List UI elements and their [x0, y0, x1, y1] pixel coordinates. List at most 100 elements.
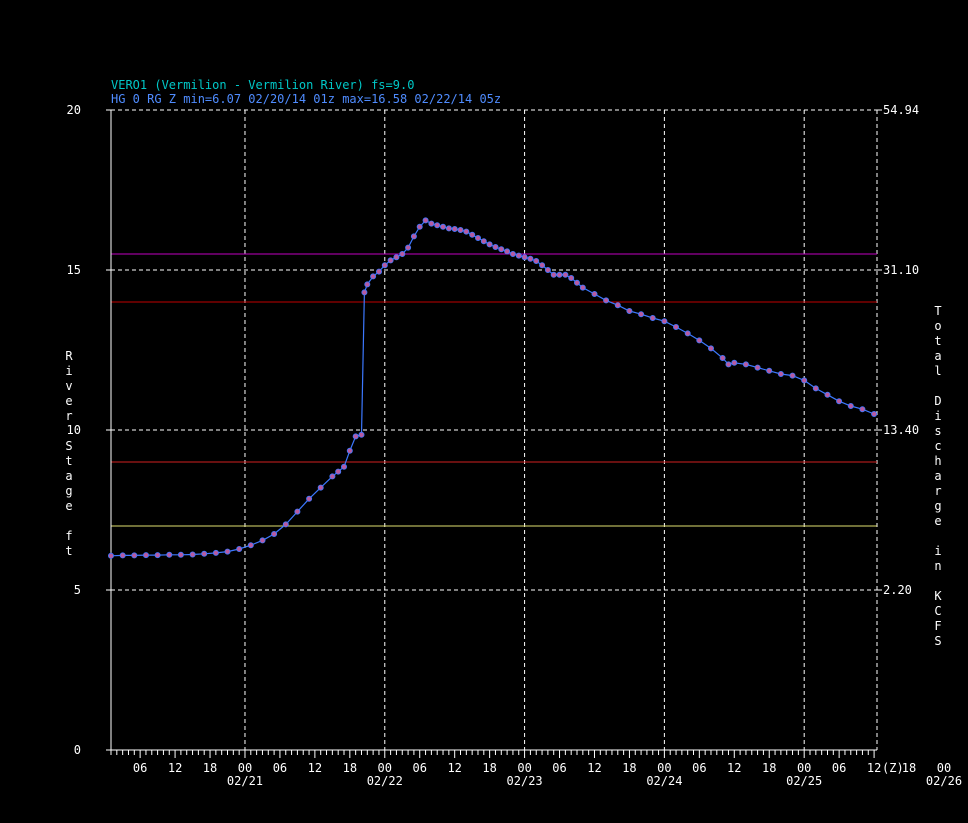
data-point: [812, 385, 819, 392]
data-point: [742, 361, 749, 368]
axis-label-char: [64, 514, 74, 529]
axis-label-char: K: [934, 589, 942, 603]
y2-tick-label: 31.10: [883, 263, 919, 277]
axes: 0 5 10 15 20 2.20 13.40 31.10 54.94 06 12 18 00 06 12 1…: [67, 103, 963, 788]
y-tick-label: 0: [74, 743, 81, 757]
data-point: [574, 279, 581, 286]
data-point: [486, 241, 493, 248]
axis-label-char: [933, 379, 943, 394]
x-hour-label: 18: [203, 761, 217, 775]
data-point: [515, 252, 522, 259]
data-point: [509, 250, 516, 257]
x-date-label: 02/23: [507, 774, 543, 788]
data-point: [725, 361, 732, 368]
data-point: [189, 551, 196, 558]
data-point: [521, 254, 528, 261]
data-point: [329, 473, 336, 480]
x-hour-label: 12: [587, 761, 601, 775]
axis-label-char: a: [65, 469, 73, 483]
data-point: [387, 257, 394, 264]
x-hour-label: 12: [168, 761, 182, 775]
axis-label-char: g: [65, 484, 73, 498]
data-point: [504, 248, 511, 255]
x-date-label: 02/24: [646, 774, 682, 788]
x-hour-label: 12: [867, 761, 881, 775]
data-point: [375, 268, 382, 275]
data-point: [777, 370, 784, 377]
x-date-label: 02/25: [786, 774, 822, 788]
axis-label-char: l: [934, 364, 942, 378]
data-point: [364, 281, 371, 288]
data-point: [527, 255, 534, 262]
y-tick-label: 5: [74, 583, 81, 597]
x-hour-label: 00: [238, 761, 252, 775]
data-point: [399, 250, 406, 257]
data-point: [562, 271, 569, 278]
grid: [111, 109, 878, 750]
data-point: [428, 220, 435, 227]
data-point: [294, 508, 301, 515]
x-date-label: 02/22: [367, 774, 403, 788]
data-point: [201, 550, 208, 557]
data-point: [801, 377, 808, 384]
axis-label-char: c: [934, 439, 942, 453]
data-point: [579, 284, 586, 291]
data-point: [696, 337, 703, 344]
data-point: [154, 552, 161, 559]
x-date-label: 02/26: [926, 774, 962, 788]
data-point: [224, 548, 231, 555]
data-point: [480, 238, 487, 245]
data-point: [166, 551, 173, 558]
data-point: [719, 354, 726, 361]
data-point: [474, 234, 481, 241]
data-point: [108, 552, 115, 559]
axis-label-char: e: [65, 394, 73, 408]
data-point: [405, 244, 412, 251]
data-point: [568, 274, 575, 281]
x-hour-label: 12: [447, 761, 461, 775]
data-point: [282, 521, 289, 528]
data-point: [370, 273, 377, 280]
data-point: [439, 223, 446, 230]
data-point: [236, 546, 243, 553]
data-point: [131, 552, 138, 559]
data-point: [393, 254, 400, 261]
flood-thresholds: [111, 253, 877, 527]
data-point: [789, 372, 796, 379]
x-hour-label: 18: [482, 761, 496, 775]
data-point: [492, 243, 499, 250]
data-point: [550, 271, 557, 278]
x-hour-label: 12: [727, 761, 741, 775]
data-point: [638, 311, 645, 318]
axis-label-char: i: [934, 544, 942, 558]
data-point: [259, 537, 266, 544]
y2-tick-label: 13.40: [883, 423, 919, 437]
data-point: [445, 225, 452, 232]
y2-tick-label: 54.94: [883, 103, 919, 117]
data-point: [847, 402, 854, 409]
data-point: [142, 552, 149, 559]
x-hour-label: 06: [832, 761, 846, 775]
axis-label-char: s: [934, 424, 942, 438]
axis-label-char: F: [934, 619, 942, 633]
data-point: [358, 431, 365, 438]
data-point: [603, 297, 610, 304]
data-point: [422, 217, 429, 224]
axis-label-char: R: [65, 349, 73, 363]
x-hour-label: 18: [902, 761, 916, 775]
axis-label-char: [64, 424, 74, 439]
axis-label-char: i: [65, 364, 73, 378]
x-hour-label: 18: [343, 761, 357, 775]
data-point: [661, 318, 668, 325]
data-point: [317, 484, 324, 491]
data-point: [352, 433, 359, 440]
data-point: [451, 225, 458, 232]
data-point: [836, 398, 843, 405]
axis-label-char: o: [934, 319, 942, 333]
axis-label-char: v: [65, 379, 73, 393]
x-hour-label: 00: [378, 761, 392, 775]
data-point: [340, 463, 347, 470]
x-date-label: 02/21: [227, 774, 263, 788]
